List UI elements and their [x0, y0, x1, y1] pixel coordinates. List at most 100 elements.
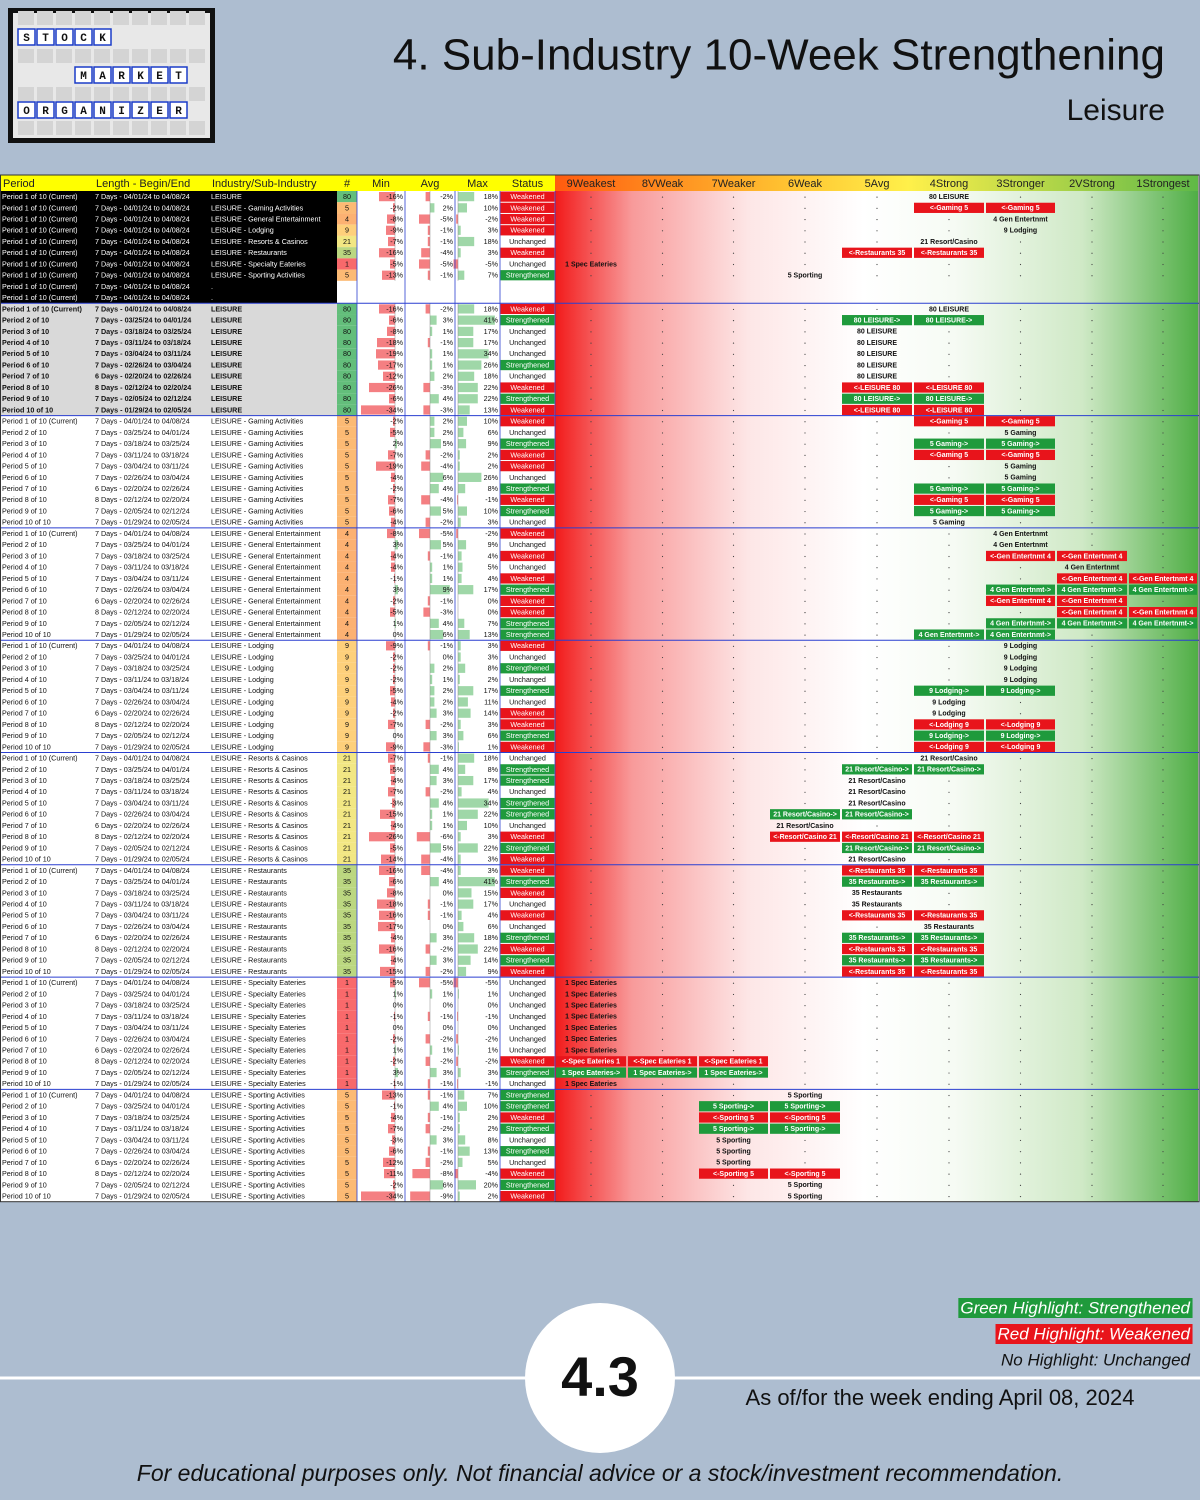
- placeholder-dot: [1019, 1162, 1022, 1164]
- count-cell: [337, 247, 357, 259]
- logo-tile: [132, 87, 148, 101]
- rank-highlight: [914, 910, 984, 921]
- avg: -2%: [440, 1034, 453, 1043]
- max: 18%: [484, 754, 499, 763]
- count-cell: [337, 359, 357, 371]
- bar: [379, 192, 395, 202]
- bar: [458, 843, 478, 853]
- count: 5: [345, 428, 349, 437]
- logo-tile: [113, 11, 129, 25]
- count: 9: [345, 697, 349, 706]
- status: Weakened: [510, 944, 544, 953]
- length: 7 Days - 03/04/24 to 03/11/24: [95, 349, 191, 358]
- placeholder-dot: [1019, 758, 1022, 760]
- length: 8 Days - 02/12/24 to 02/20/24: [95, 495, 190, 504]
- placeholder-dot: [804, 578, 806, 580]
- status: Weakened: [510, 248, 544, 257]
- status-cell: [500, 1123, 555, 1134]
- bar: [389, 506, 395, 516]
- industry: LEISURE: [211, 360, 242, 369]
- bar: [386, 225, 395, 235]
- bar: [430, 708, 437, 718]
- avg: 1%: [443, 989, 454, 998]
- status-cell: [500, 359, 555, 371]
- avg: 4%: [443, 765, 454, 774]
- placeholder-dot: [876, 825, 878, 827]
- placeholder-dot: [1019, 780, 1022, 782]
- min: -8%: [390, 888, 403, 897]
- placeholder-dot: [1091, 993, 1093, 996]
- placeholder-dot: [732, 600, 735, 602]
- placeholder-dot: [804, 600, 806, 602]
- placeholder-dot: [732, 948, 735, 951]
- count: 5: [345, 1158, 349, 1167]
- placeholder-dot: [1091, 207, 1093, 209]
- rank-highlight: [986, 505, 1055, 517]
- placeholder-dot: [661, 252, 664, 254]
- bar: [458, 966, 467, 977]
- period: Period 5 of 10: [2, 574, 47, 583]
- count-cell: [337, 1066, 357, 1079]
- rank-highlight: [986, 618, 1055, 629]
- bar: [387, 326, 395, 336]
- bar: [458, 674, 460, 685]
- status: Weakened: [510, 417, 544, 426]
- industry: LEISURE - Lodging: [211, 675, 274, 684]
- max: 0%: [488, 1001, 499, 1010]
- placeholder-dot: [590, 196, 592, 198]
- placeholder-dot: [661, 668, 664, 670]
- count: 1: [345, 1079, 349, 1088]
- placeholder-dot: [1162, 196, 1164, 198]
- bar: [430, 697, 435, 707]
- count: 5: [345, 271, 349, 280]
- placeholder-dot: [590, 331, 592, 333]
- placeholder-dot: [661, 915, 664, 917]
- rank-highlight: [986, 202, 1055, 213]
- rank-entry: <-Gen Entertnmt 4: [990, 553, 1051, 560]
- count-cell: [337, 685, 357, 697]
- logo-tile: [18, 121, 34, 135]
- bar: [419, 528, 430, 539]
- rank-entry: <-Restaurants 35: [921, 946, 978, 953]
- industry: LEISURE - Resorts & Casinos: [211, 821, 308, 830]
- min: -1%: [390, 1012, 403, 1021]
- placeholder-dot: [732, 847, 735, 850]
- bar: [458, 888, 472, 898]
- count: 5: [345, 1191, 349, 1200]
- placeholder-dot: [732, 679, 735, 681]
- rank-highlight: [914, 247, 984, 258]
- placeholder-dot: [804, 398, 806, 400]
- placeholder-dot: [1019, 387, 1022, 389]
- placeholder-dot: [661, 780, 664, 782]
- period: Period 7 of 10: [2, 372, 49, 381]
- placeholder-dot: [732, 926, 735, 928]
- logo-tile: [151, 121, 167, 135]
- logo-letter-box: [93, 66, 112, 84]
- rank-highlight: [842, 315, 912, 326]
- logo-tile: [56, 49, 72, 63]
- rank-highlight: [1129, 573, 1197, 584]
- rank-entry: 9 Lodging->: [929, 688, 969, 695]
- length: 7 Days - 02/26/24 to 03/04/24: [95, 585, 190, 594]
- placeholder-dot: [1091, 196, 1093, 198]
- placeholder-dot: [590, 421, 592, 423]
- placeholder-dot: [1019, 971, 1022, 973]
- period: Period 6 of 10: [2, 585, 47, 594]
- placeholder-dot: [1091, 230, 1093, 232]
- bar: [430, 809, 433, 819]
- placeholder-dot: [661, 1083, 664, 1085]
- placeholder-dot: [590, 600, 592, 602]
- rank-entry: 5 Sporting->: [784, 1126, 825, 1133]
- placeholder-dot: [1019, 578, 1022, 580]
- rank-entry: <-Resort/Casino 21: [917, 834, 981, 841]
- placeholder-dot: [804, 263, 806, 266]
- bar: [391, 933, 395, 943]
- count: 35: [343, 877, 351, 886]
- count: 9: [345, 731, 349, 740]
- avg: -2%: [440, 518, 453, 527]
- placeholder-dot: [661, 1162, 664, 1164]
- placeholder-dot: [590, 387, 592, 389]
- bar: [419, 214, 430, 224]
- rank-entry: 80 LEISURE: [857, 329, 897, 336]
- bar: [427, 337, 430, 348]
